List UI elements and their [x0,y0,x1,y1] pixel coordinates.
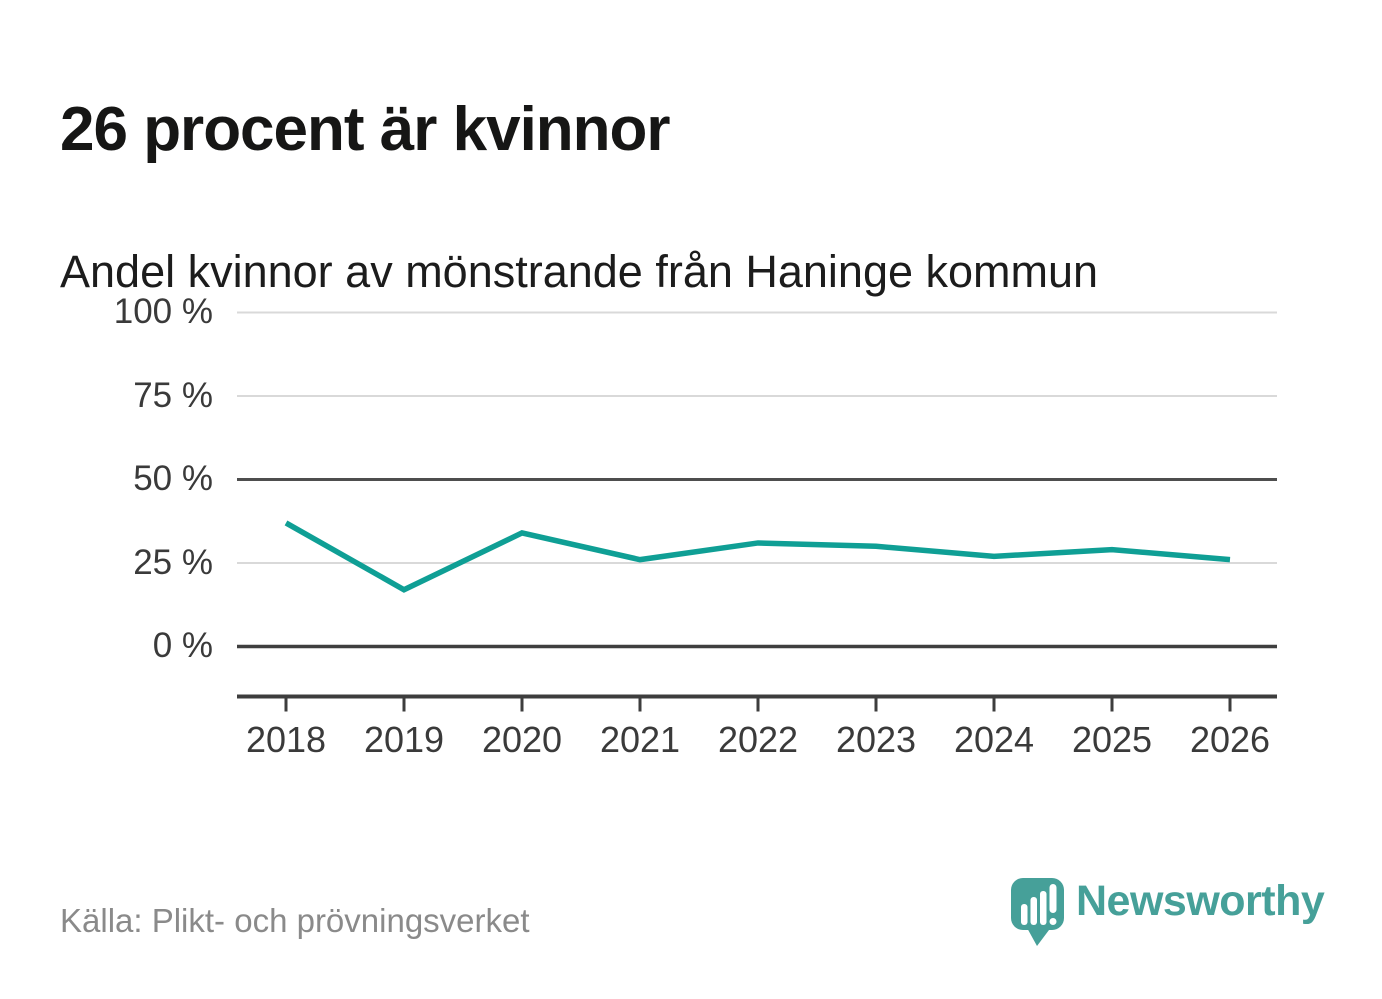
x-axis-tick-label-2020: 2020 [481,719,563,760]
y-axis-tick-label-75: 75 % [133,376,213,415]
x-axis-tick-label-2026: 2026 [1189,719,1271,760]
logo-bar-1 [1021,904,1028,925]
y-axis-tick-label-0: 0 % [152,626,213,665]
logo-exclamation-dot [1049,918,1057,925]
x-axis-tick-label-2018: 2018 [245,719,327,760]
y-axis-tick-label-50: 50 % [133,459,213,498]
chart-title: 26 procent är kvinnor [60,94,671,164]
x-axis-tick-label-2025: 2025 [1071,719,1153,760]
x-axis-tick-label-2022: 2022 [717,719,799,760]
logo-exclamation-stem [1049,884,1057,913]
data-line-andel-kvinnor-av-mönstrande [284,520,1231,593]
x-axis-tick-label-2019: 2019 [363,719,445,760]
chart-subtitle: Andel kvinnor av mönstrande från Haninge… [60,246,1099,298]
brand-name: Newsworthy [1076,877,1325,925]
x-axis-tick-label-2021: 2021 [599,719,681,760]
x-axis-tick-label-2023: 2023 [835,719,917,760]
source-note: Källa: Plikt- och prövningsverket [60,902,530,939]
logo-bar-3 [1040,891,1047,925]
logo-bar-2 [1030,897,1037,925]
logo-bubble-icon [1011,878,1064,946]
y-axis-tick-label-100: 100 % [113,292,213,331]
x-axis-tick-label-2024: 2024 [953,719,1035,760]
y-axis-tick-label-25: 25 % [133,543,213,582]
